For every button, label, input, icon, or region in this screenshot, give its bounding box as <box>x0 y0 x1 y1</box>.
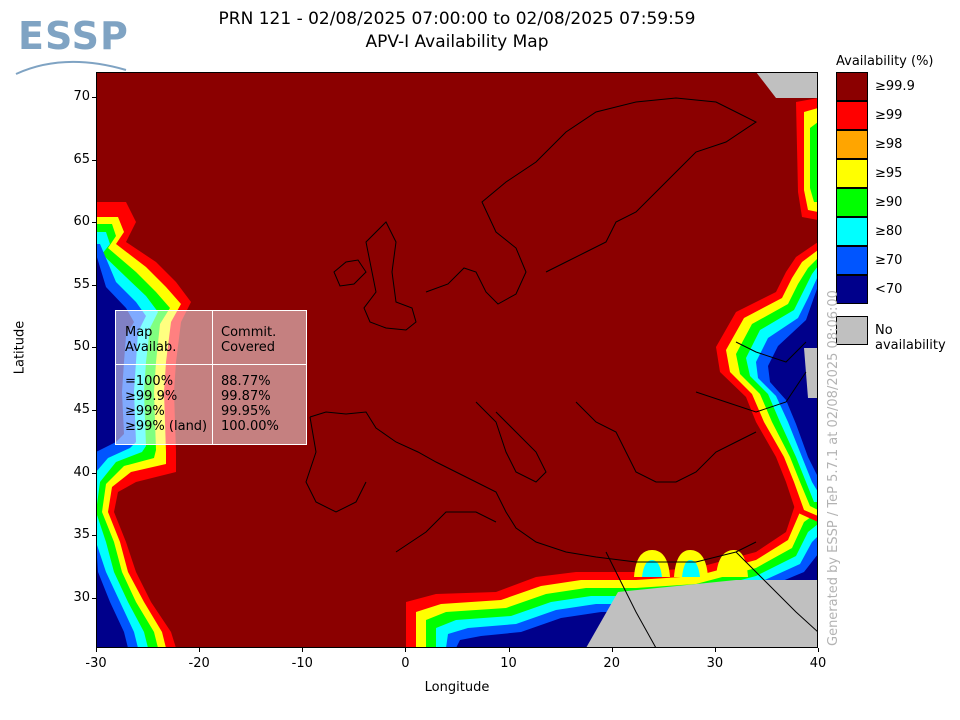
y-tick-label: 40 <box>73 464 90 480</box>
legend-label: ≥99.9 <box>875 79 915 94</box>
x-tick-mark <box>96 648 97 652</box>
x-tick-mark <box>818 648 819 652</box>
x-tick-label: 20 <box>603 656 620 671</box>
y-axis-label: Latitude <box>12 320 28 375</box>
y-tick-label: 30 <box>73 589 90 605</box>
x-tick-mark <box>508 648 510 652</box>
legend-label: ≥80 <box>875 224 903 239</box>
header-map-availability: Map Availab. <box>125 325 177 355</box>
x-tick-label: 0 <box>401 656 410 671</box>
legend-label: ≥95 <box>875 166 903 181</box>
legend-swatch <box>836 130 868 159</box>
table-header-row <box>116 311 306 365</box>
x-tick-mark <box>714 648 716 652</box>
x-tick-label: -20 <box>188 656 210 671</box>
x-axis-label: Longitude <box>424 680 490 695</box>
table-column-divider <box>116 311 213 444</box>
x-tick-mark <box>302 648 304 652</box>
title-line-2: APV-I Availability Map <box>365 32 549 52</box>
y-tick-mark <box>92 347 96 349</box>
x-tick-mark <box>611 648 613 652</box>
logo-swoosh-icon <box>15 60 127 75</box>
y-tick-mark <box>92 597 96 599</box>
legend-swatch <box>836 275 868 304</box>
y-tick-mark <box>92 535 96 537</box>
y-tick-mark <box>92 222 96 224</box>
legend-label-no-availability: No availability <box>875 323 946 353</box>
x-tick-label: -10 <box>291 656 313 671</box>
x-tick-label: 40 <box>809 656 827 671</box>
legend-swatch-no-availability <box>836 316 868 345</box>
y-tick-mark <box>92 284 96 286</box>
legend-title: Availability (%) <box>836 54 934 69</box>
x-tick-label: 30 <box>706 656 724 671</box>
coverage-summary-table: Map Availab. Commit. Covered =100% 88.77… <box>115 310 307 445</box>
generated-by-footer: Generated by ESSP / TeP 5.7.1 at 02/08/2… <box>826 290 841 646</box>
legend-label: ≥98 <box>875 137 903 152</box>
legend-swatch <box>836 246 868 275</box>
legend-swatch <box>836 217 868 246</box>
y-tick-mark <box>92 472 96 474</box>
header-commit-covered: Commit. Covered <box>221 325 277 355</box>
legend-swatch <box>836 188 868 217</box>
legend-label: <70 <box>875 282 903 297</box>
coastlines <box>305 97 818 648</box>
x-tick-mark <box>405 648 407 652</box>
y-tick-mark <box>92 97 96 99</box>
row-value: 99.95% <box>221 404 271 419</box>
y-tick-label: 70 <box>73 89 90 105</box>
y-tick-label: 65 <box>73 151 90 167</box>
row-label: ≥99.9% <box>125 389 178 404</box>
essp-logo: ESSP <box>14 12 134 82</box>
row-value: 88.77% <box>221 374 271 389</box>
map-title: PRN 121 - 02/08/2025 07:00:00 to 02/08/2… <box>96 8 818 54</box>
y-tick-label: 45 <box>73 402 90 418</box>
row-label: ≥99% <box>125 404 165 419</box>
y-tick-mark <box>92 410 96 412</box>
x-tick-label: 10 <box>500 656 517 671</box>
y-tick-label: 60 <box>73 214 90 230</box>
no-availability-ne <box>756 72 818 98</box>
y-tick-mark <box>92 159 96 161</box>
row-value: 99.87% <box>221 389 271 404</box>
logo-text: ESSP <box>18 14 129 58</box>
y-tick-label: 50 <box>73 339 90 355</box>
legend-label: ≥90 <box>875 195 903 210</box>
y-tick-label: 55 <box>73 276 90 292</box>
legend-label: ≥70 <box>875 253 903 268</box>
row-label: ≥99% (land) <box>125 419 208 434</box>
x-tick-mark <box>199 648 201 652</box>
row-label: =100% <box>125 374 174 389</box>
title-line-1: PRN 121 - 02/08/2025 07:00:00 to 02/08/2… <box>218 9 696 29</box>
legend-swatch <box>836 159 868 188</box>
x-tick-label: -30 <box>85 656 107 671</box>
legend-swatch <box>836 72 868 101</box>
legend-swatch <box>836 101 868 130</box>
y-tick-label: 35 <box>73 527 90 543</box>
row-value: 100.00% <box>221 419 279 434</box>
legend-label: ≥99 <box>875 108 903 123</box>
